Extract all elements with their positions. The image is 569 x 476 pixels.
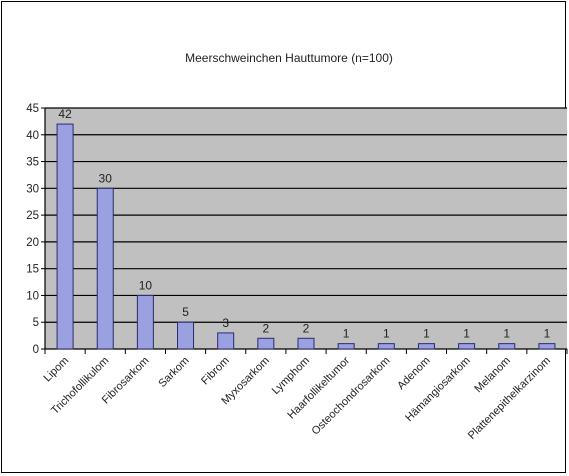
- bar-haarfollikeltumor: [337, 343, 355, 350]
- y-tick-label: 0: [33, 344, 39, 356]
- x-category-label: Lipom: [42, 355, 72, 385]
- bar-lymphom: [297, 337, 315, 350]
- x-category-label: Osteochondrosarkom: [310, 355, 393, 438]
- x-category-label: Fibrom: [199, 355, 232, 388]
- data-label: 10: [139, 278, 153, 292]
- data-label: 3: [222, 316, 229, 330]
- data-label: 2: [263, 321, 270, 335]
- bar-osteochondrosarkom: [377, 343, 395, 350]
- y-tick-label: 10: [26, 290, 39, 302]
- bar-fibrosarkom: [136, 294, 154, 350]
- data-label: 5: [182, 305, 189, 319]
- y-tick-label: 45: [26, 103, 39, 115]
- bar-lipom: [56, 123, 74, 350]
- chart-title: Meerschweinchen Hauttumore (n=100): [185, 51, 393, 65]
- data-label: 2: [303, 321, 310, 335]
- x-category-label: Adenom: [395, 355, 432, 392]
- bar-melanom: [498, 343, 516, 350]
- bar-adenom: [417, 343, 435, 350]
- y-tick-label: 15: [26, 264, 39, 276]
- y-tick-label: 30: [26, 183, 39, 195]
- data-label: 1: [544, 327, 551, 341]
- x-category-label: Lymphom: [270, 355, 312, 397]
- bar-fibrom: [217, 332, 235, 350]
- plot-background: [45, 108, 567, 349]
- bar-plattenepithelkarzinom: [538, 343, 556, 350]
- bar-trichofollikulom: [96, 187, 114, 350]
- x-category-label: Melanom: [472, 355, 512, 395]
- data-label: 30: [99, 171, 113, 185]
- bar-sarkom: [177, 321, 195, 350]
- data-label: 1: [503, 327, 510, 341]
- data-label: 1: [343, 327, 350, 341]
- data-label: 42: [58, 107, 72, 121]
- data-label: 1: [463, 327, 470, 341]
- x-category-label: Plattenepithelkarzinom: [466, 355, 553, 442]
- x-category-label: Sarkom: [156, 355, 191, 390]
- bar-hämangiosarkom: [458, 343, 476, 350]
- y-tick-label: 40: [26, 130, 39, 142]
- bar-myxosarkom: [257, 337, 275, 350]
- y-tick-label: 5: [33, 317, 39, 329]
- data-label: 1: [383, 327, 390, 341]
- y-tick-label: 25: [26, 210, 39, 222]
- y-tick-label: 20: [26, 237, 39, 249]
- y-tick-label: 35: [26, 157, 39, 169]
- data-label: 1: [423, 327, 430, 341]
